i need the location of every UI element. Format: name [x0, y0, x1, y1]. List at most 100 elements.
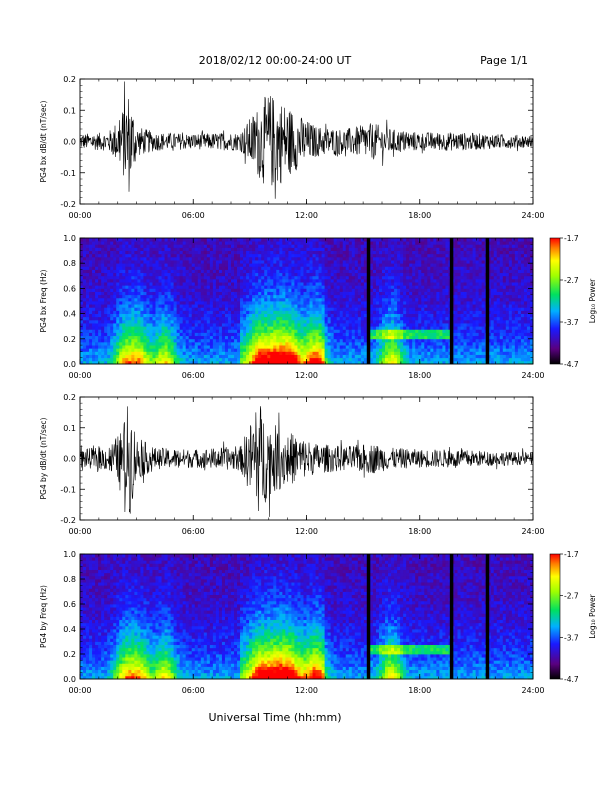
- spectrogram-cell: [86, 345, 90, 349]
- spectrogram-cell: [357, 326, 362, 330]
- spectrogram-cell: [146, 323, 150, 327]
- spectrogram-cell: [237, 326, 241, 330]
- spectrogram-cell: [363, 263, 368, 267]
- spectrogram-cell: [321, 250, 326, 255]
- spectrogram-cell: [318, 354, 322, 359]
- spectrogram-cell: [412, 329, 416, 333]
- spectrogram-cell: [351, 310, 356, 314]
- spectrogram-cell: [330, 360, 335, 365]
- spectrogram-cell: [170, 244, 175, 248]
- spectrogram-cell: [80, 329, 84, 333]
- spectrogram-cell: [348, 323, 353, 327]
- spectrogram-cell: [430, 285, 434, 289]
- spectrogram-cell: [433, 253, 437, 258]
- spectrogram-cell: [161, 278, 165, 283]
- spectrogram-cell: [203, 291, 208, 296]
- spectrogram-cell: [158, 313, 162, 318]
- spectrogram-cell: [80, 332, 84, 337]
- spectrogram-cell: [203, 241, 208, 245]
- spectrogram-cell: [167, 316, 171, 321]
- spectrogram-cell: [403, 256, 407, 261]
- spectrogram-cell: [167, 250, 171, 255]
- spectrogram-cell: [131, 316, 135, 321]
- spectrogram-cell: [240, 319, 244, 324]
- spectrogram-cell: [203, 275, 208, 280]
- spectrogram-cell: [403, 335, 407, 340]
- spectrogram-cell: [218, 304, 223, 308]
- spectrogram-cell: [227, 294, 232, 299]
- spectrogram-cell: [442, 238, 446, 242]
- spectrogram-cell: [351, 351, 356, 355]
- spectrogram-cell: [327, 291, 332, 296]
- spectrogram-cell: [107, 272, 111, 277]
- spectrogram-cell: [116, 304, 120, 308]
- spectrogram-cell: [415, 247, 419, 251]
- spectrogram-cell: [348, 291, 353, 296]
- spectrogram-cell: [375, 278, 380, 283]
- spectrogram-cell: [369, 294, 374, 299]
- spectrogram-cell: [200, 335, 205, 340]
- spectrogram-cell: [282, 351, 286, 355]
- spectrogram-cell: [113, 323, 117, 327]
- spectrogram-cell: [388, 319, 392, 324]
- spectrogram-cell: [363, 282, 368, 286]
- spectrogram-cell: [324, 244, 329, 248]
- spectrogram-cell: [424, 285, 428, 289]
- spectrogram-cell: [378, 247, 383, 251]
- spectrogram-cell: [406, 278, 410, 283]
- spectrogram-cell: [375, 250, 380, 255]
- spectrogram-cell: [430, 357, 434, 362]
- spectrogram-cell: [394, 291, 398, 296]
- spectrogram-cell: [194, 307, 199, 311]
- spectrogram-cell: [200, 304, 205, 308]
- spectrogram-cell: [179, 319, 184, 324]
- spectrogram-cell: [125, 354, 129, 359]
- spectrogram-cell: [391, 253, 395, 258]
- spectrogram-cell: [303, 341, 307, 346]
- y-tick-label: -0.1: [60, 169, 76, 178]
- spectrogram-cell: [336, 354, 341, 359]
- spectrogram-cell: [191, 266, 196, 270]
- spectrogram-cell: [194, 329, 199, 333]
- spectrogram-cell: [137, 323, 141, 327]
- spectrogram-cell: [276, 250, 280, 255]
- spectrogram-cell: [327, 360, 332, 365]
- spectrogram-cell: [182, 260, 187, 264]
- spectrogram-cell: [203, 238, 208, 242]
- spectrogram-cell: [336, 310, 341, 314]
- spectrogram-cell: [273, 338, 277, 343]
- spectrogram-cell: [101, 310, 105, 314]
- spectrogram-cell: [164, 275, 168, 280]
- spectrogram-cell: [131, 304, 135, 308]
- spectrogram-cell: [309, 266, 313, 270]
- spectrogram-cell: [418, 266, 422, 270]
- spectrogram-cell: [418, 282, 422, 286]
- spectrogram-cell: [227, 241, 232, 245]
- spectrogram-cell: [378, 348, 383, 352]
- spectrogram-cell: [128, 338, 132, 343]
- spectrogram-cell: [421, 244, 425, 248]
- spectrogram-cell: [267, 266, 271, 270]
- spectrogram-cell: [276, 326, 280, 330]
- spectrogram-cell: [357, 338, 362, 343]
- spectrogram-cell: [264, 250, 268, 255]
- spectrogram-cell: [170, 247, 175, 251]
- spectrogram-cell: [110, 319, 114, 324]
- spectrogram-cell: [418, 351, 422, 355]
- spectrogram-cell: [140, 307, 144, 311]
- spectrogram-cell: [140, 313, 144, 318]
- spectrogram-cell: [176, 294, 181, 299]
- spectrogram-cell: [403, 297, 407, 302]
- spectrogram-cell: [240, 291, 244, 296]
- spectrogram-cell: [122, 329, 126, 333]
- spectrogram-cell: [403, 354, 407, 359]
- spectrogram-cell: [116, 313, 120, 318]
- spectrogram-cell: [321, 357, 326, 362]
- spectrogram-cell: [128, 301, 132, 305]
- spectrogram-cell: [237, 247, 241, 251]
- spectrogram-cell: [354, 282, 359, 286]
- spectrogram-cell: [161, 291, 165, 296]
- spectrogram-cell: [215, 256, 220, 261]
- spectrogram-cell: [439, 272, 443, 277]
- spectrogram-cell: [391, 316, 395, 321]
